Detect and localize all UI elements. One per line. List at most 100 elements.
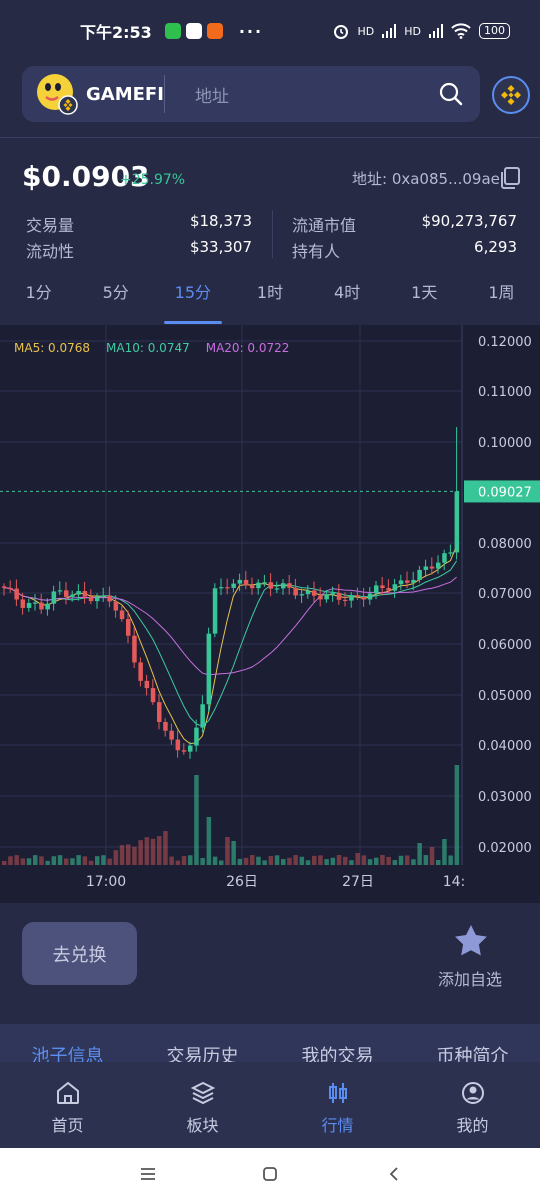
swap-button[interactable]: 去兑换 <box>22 922 137 985</box>
nav-profile[interactable]: 我的 <box>405 1062 540 1148</box>
tab-5m[interactable]: 5分 <box>102 283 129 302</box>
candle-body <box>355 595 360 597</box>
home-square-icon[interactable] <box>260 1164 280 1184</box>
menu-icon[interactable] <box>138 1164 158 1184</box>
tab-1h[interactable]: 1时 <box>256 283 284 302</box>
ma-legend: MA5: 0.0768 MA10: 0.0747 MA20: 0.0722 <box>14 341 289 355</box>
chart-icon <box>328 1083 347 1103</box>
tab-pool-info[interactable]: 池子信息 <box>31 1046 104 1064</box>
volume-bar <box>349 860 354 865</box>
candle-body <box>219 587 224 589</box>
volume-bar <box>169 856 174 865</box>
candle-body <box>95 596 100 602</box>
nav-home-label: 首页 <box>51 1116 84 1135</box>
signal-icon <box>382 24 397 38</box>
volume-bar <box>374 857 379 865</box>
more-notifications-icon: ··· <box>238 21 264 41</box>
y-tick-label: 0.08000 <box>478 537 532 552</box>
volume-bar <box>39 856 44 865</box>
volume-bar <box>336 855 342 865</box>
candle-body <box>448 552 453 554</box>
network-label-2: HD <box>404 24 421 38</box>
chart-svg[interactable]: 0.12000 0.11000 0.10000 0.08000 0.07000 0.060… <box>0 325 540 903</box>
volume-bar <box>132 846 137 865</box>
candle-body <box>188 745 193 752</box>
star-icon[interactable] <box>452 922 490 960</box>
signal-icon-2 <box>429 24 443 38</box>
mi-icon <box>206 23 223 39</box>
tab-1w[interactable]: 1周 <box>488 283 515 302</box>
volume-bar <box>206 817 212 865</box>
volume-bar <box>330 857 336 865</box>
candle-body <box>39 602 44 610</box>
candle-body <box>212 588 218 634</box>
tab-4h[interactable]: 4时 <box>334 283 361 302</box>
search-icon[interactable] <box>438 81 464 107</box>
volume-bar <box>26 858 32 865</box>
volume-bar <box>429 847 435 865</box>
tab-1d[interactable]: 1天 <box>411 283 438 302</box>
back-icon[interactable] <box>385 1164 405 1184</box>
nav-market[interactable]: 行情 <box>270 1062 405 1148</box>
token-avatar[interactable] <box>34 71 80 117</box>
ma20-label: MA20: 0.0722 <box>205 341 290 355</box>
volume-bar <box>163 831 168 865</box>
nav-sectors[interactable]: 板块 <box>135 1062 270 1148</box>
volume-bar <box>324 859 329 865</box>
candle-body <box>8 587 13 590</box>
header-divider <box>164 75 165 113</box>
candle-body <box>454 491 460 553</box>
candle-body <box>268 582 274 589</box>
candle-body <box>107 595 112 602</box>
candle-body <box>82 591 88 597</box>
candle-body <box>405 580 410 583</box>
tab-token-intro[interactable]: 币种简介 <box>436 1046 509 1064</box>
volume-bar <box>119 845 125 865</box>
search-input[interactable]: 地址 <box>195 86 229 107</box>
tab-trade-history[interactable]: 交易历史 <box>166 1046 239 1064</box>
volume-bar <box>392 860 398 865</box>
candle-body <box>51 591 57 604</box>
volume-bar <box>305 860 311 865</box>
candle-body <box>175 739 181 751</box>
user-icon <box>461 1082 484 1104</box>
candle-body <box>312 590 317 596</box>
battery-indicator: 100 <box>479 23 510 39</box>
candle-body <box>2 586 7 588</box>
tab-my-trades[interactable]: 我的交易 <box>301 1046 374 1064</box>
tab-1m[interactable]: 1分 <box>25 283 52 302</box>
tab-15m[interactable]: 15分 <box>154 272 231 324</box>
volume-bar <box>76 855 81 865</box>
add-favorite-label[interactable]: 添加自选 <box>438 970 503 989</box>
x-tick-label: 14: <box>443 874 466 890</box>
candle-body <box>231 583 236 588</box>
candle-body <box>169 730 174 740</box>
ma10-label: MA10: 0.0747 <box>106 341 190 355</box>
candle-body <box>305 590 311 595</box>
volume-bar <box>293 855 298 865</box>
volume-bar <box>200 857 205 865</box>
candle-body <box>318 595 323 600</box>
volume-bar <box>442 839 447 865</box>
y-tick-label: 0.05000 <box>478 689 532 704</box>
volume-bar <box>45 860 50 865</box>
candlestick-chart[interactable]: 0.12000 0.11000 0.10000 0.08000 0.07000 0.060… <box>0 325 540 903</box>
candle-body <box>392 584 398 591</box>
nav-home[interactable]: 首页 <box>0 1062 135 1148</box>
token-search-bar[interactable]: GAMEFI 地址 <box>22 66 480 122</box>
x-tick-label: 17:00 <box>86 874 126 890</box>
candle-body <box>274 588 280 590</box>
volume-bar <box>14 855 19 865</box>
volume-bar <box>138 840 143 865</box>
candle-body <box>194 727 199 746</box>
candle-body <box>157 702 162 723</box>
candle-body <box>293 587 298 596</box>
volume-bar <box>250 855 255 865</box>
volume-bar <box>57 855 63 865</box>
qq-icon <box>185 23 202 39</box>
copy-icon[interactable] <box>498 166 522 190</box>
candle-body <box>64 590 69 597</box>
chain-switch-button[interactable] <box>492 76 530 114</box>
volume-bar <box>157 836 162 865</box>
candle-body <box>429 566 435 569</box>
